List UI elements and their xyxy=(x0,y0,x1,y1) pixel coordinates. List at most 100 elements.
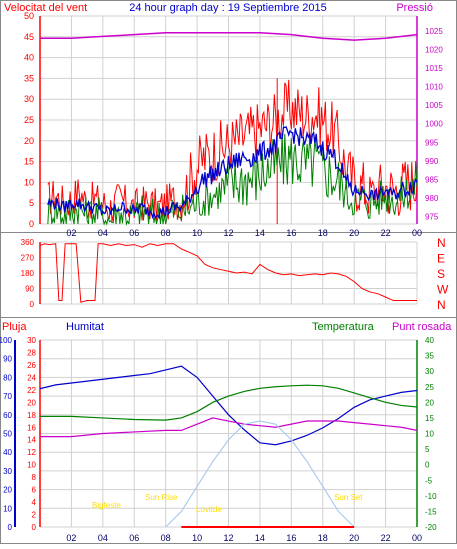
temperature-tick: -5 xyxy=(425,476,433,485)
compass-label: S xyxy=(437,267,445,281)
x-tick-label: 22 xyxy=(381,228,391,238)
rain-tick: 0 xyxy=(32,523,37,532)
humidity-tick: 0 xyxy=(8,523,13,532)
pressure-tick: 1005 xyxy=(425,101,443,110)
grid-lines xyxy=(40,15,418,528)
rain-tick: 30 xyxy=(27,336,36,345)
bigfeste-label: Bigfeste xyxy=(92,501,121,510)
x-tick-label: 08 xyxy=(161,228,171,238)
blue-wind-line xyxy=(47,126,418,220)
rain-tick: 20 xyxy=(27,398,36,407)
wind-speed-tick: 5 xyxy=(29,198,34,208)
rain-tick: 22 xyxy=(27,386,36,395)
pressure-tick: 975 xyxy=(425,213,439,222)
x-tick-label: 16 xyxy=(286,228,296,238)
compass-label: N xyxy=(437,298,446,312)
x-tick-label: 16 xyxy=(286,533,296,543)
temperature-tick: -15 xyxy=(425,507,437,516)
humidity-tick: 50 xyxy=(3,430,12,439)
x-tick-label: 14 xyxy=(255,228,265,238)
temperature-tick: 35 xyxy=(425,352,434,361)
pressure-tick: 985 xyxy=(425,175,439,184)
pressure-label: Pressió xyxy=(396,2,433,14)
rain-tick: 6 xyxy=(32,486,37,495)
wind-speed-tick: 50 xyxy=(24,11,34,21)
direction-tick: 0 xyxy=(30,300,35,309)
compass-label: N xyxy=(437,236,446,250)
pressure-tick: 1020 xyxy=(425,45,443,54)
temperature-tick: -10 xyxy=(425,492,437,501)
humidity-tick: 90 xyxy=(3,355,12,364)
compass-label: W xyxy=(437,283,449,297)
x-tick-label: 18 xyxy=(318,533,328,543)
temperature-tick: 40 xyxy=(425,336,434,345)
humidity-tick: 60 xyxy=(3,411,12,420)
pressure-tick: 1025 xyxy=(425,27,443,36)
x-tick-label: 04 xyxy=(98,533,108,543)
x-tick-label: 04 xyxy=(98,228,108,238)
x-tick-label: 08 xyxy=(161,533,171,543)
pressure-tick: 1015 xyxy=(425,64,443,73)
humidity-tick: 80 xyxy=(3,373,12,382)
pressure-tick: 1000 xyxy=(425,120,443,129)
temperature-tick: 20 xyxy=(425,398,434,407)
wind-speed-tick: 20 xyxy=(24,136,34,146)
direction-tick: 360 xyxy=(21,238,35,247)
wind-speed-tick: 45 xyxy=(24,32,34,42)
x-tick-label: 18 xyxy=(318,228,328,238)
pressure-tick: 980 xyxy=(425,194,439,203)
rain-tick: 8 xyxy=(32,473,37,482)
x-tick-label: 00 xyxy=(412,228,422,238)
x-tick-label: 02 xyxy=(66,228,76,238)
temperature-tick: 25 xyxy=(425,383,434,392)
temperature-tick: 0 xyxy=(425,461,430,470)
rain-tick: 2 xyxy=(32,511,37,520)
humidity-tick: 70 xyxy=(3,392,12,401)
wind-speed-label: Velocitat del vent xyxy=(4,2,87,14)
red-wind-line xyxy=(47,79,418,222)
compass-label: E xyxy=(437,252,445,266)
rain-tick: 24 xyxy=(27,373,36,382)
humidity-tick: 40 xyxy=(3,448,12,457)
x-tick-label: 10 xyxy=(192,228,202,238)
rain-tick: 12 xyxy=(27,448,36,457)
x-tick-label: 06 xyxy=(129,228,139,238)
temperature-tick: 5 xyxy=(425,445,430,454)
x-tick-label: 02 xyxy=(66,533,76,543)
axis-labels: 0510152025303540455097598098599099510001… xyxy=(0,11,449,543)
green-wind-line xyxy=(47,133,418,226)
x-tick-label: 00 xyxy=(412,533,422,543)
wind-speed-tick: 10 xyxy=(24,177,34,187)
pressure-line xyxy=(40,31,418,41)
magenta-temperature-line xyxy=(40,417,418,438)
lovitde-label: Lovitde xyxy=(196,505,222,514)
wind-direction-line xyxy=(39,243,417,303)
rain-tick: 26 xyxy=(27,361,36,370)
rain-tick: 16 xyxy=(27,423,36,432)
temperature-tick: 15 xyxy=(425,414,434,423)
temperature-tick: -20 xyxy=(425,523,437,532)
sun-rise-label: Sun Rise xyxy=(145,493,178,502)
direction-tick: 180 xyxy=(21,269,35,278)
pressure-tick: 1010 xyxy=(425,83,443,92)
wind-speed-tick: 0 xyxy=(29,219,34,229)
legend-rain: Pluja xyxy=(2,321,27,333)
wind-speed-tick: 35 xyxy=(24,73,34,83)
x-tick-label: 14 xyxy=(255,533,265,543)
x-tick-label: 10 xyxy=(192,533,202,543)
temperature-tick: 30 xyxy=(425,367,434,376)
x-tick-label: 22 xyxy=(381,533,391,543)
wind-speed-tick: 40 xyxy=(24,53,34,63)
light_blue-solar-line xyxy=(165,420,355,528)
x-tick-label: 20 xyxy=(349,228,359,238)
wind-speed-tick: 15 xyxy=(24,157,34,167)
x-tick-label: 12 xyxy=(223,533,233,543)
data-series xyxy=(39,31,418,528)
x-tick-label: 06 xyxy=(129,533,139,543)
rain-tick: 28 xyxy=(27,348,36,357)
humidity-tick: 20 xyxy=(3,486,12,495)
humidity-tick: 100 xyxy=(0,336,13,345)
x-tick-label: 20 xyxy=(349,533,359,543)
